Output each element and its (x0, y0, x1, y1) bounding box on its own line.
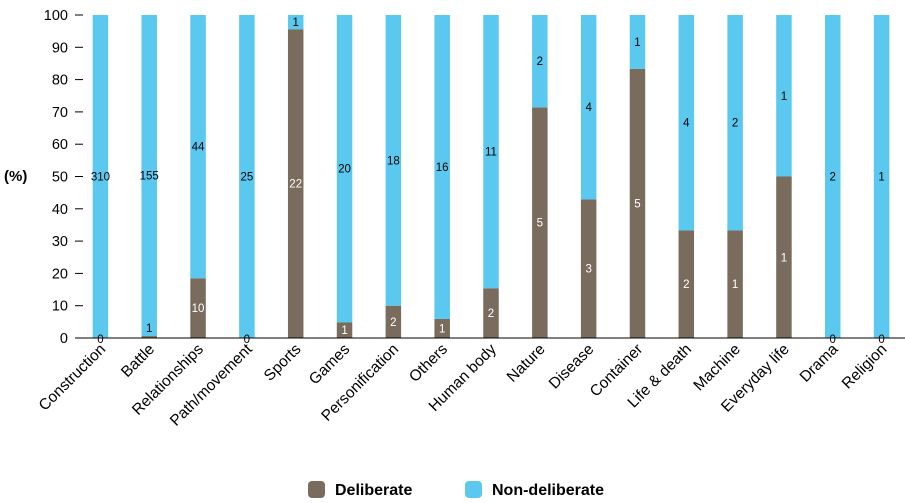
legend-label-deliberate: Deliberate (335, 482, 412, 499)
bar-non-deliberate-machine (727, 15, 743, 231)
value-label-deliberate-religion: 0 (878, 334, 884, 346)
value-label-non-deliberate-games: 20 (338, 164, 351, 176)
legend-label-non-deliberate: Non-deliberate (492, 482, 604, 499)
value-label-deliberate-path-movement: 0 (244, 334, 250, 346)
value-label-non-deliberate-life-and-death: 4 (683, 118, 690, 130)
bar-deliberate-personification (385, 305, 402, 338)
bar-deliberate-human-body (483, 288, 499, 338)
value-label-deliberate-drama: 0 (830, 334, 836, 346)
y-tick-label-10: 10 (52, 299, 68, 315)
value-label-non-deliberate-others: 16 (436, 162, 449, 174)
bar-non-deliberate-relationships (190, 15, 206, 279)
value-label-non-deliberate-relationships: 44 (192, 142, 205, 154)
bar-deliberate-games (336, 322, 353, 338)
x-tick-label-sports: Sports (261, 341, 305, 385)
bar-deliberate-container (629, 68, 646, 338)
value-label-deliberate-sports: 22 (289, 179, 302, 191)
bar-deliberate-life-and-death (678, 230, 695, 338)
value-label-deliberate-life-and-death: 2 (683, 279, 689, 291)
value-label-deliberate-nature: 5 (537, 218, 543, 230)
value-label-deliberate-games: 1 (341, 325, 347, 337)
bar-deliberate-nature (532, 107, 548, 339)
value-label-deliberate-battle: 1 (146, 323, 152, 335)
y-tick-label-60: 60 (52, 137, 68, 153)
value-labels: 0310115510440252211202181162115234512412… (91, 17, 885, 346)
y-tick-label-20: 20 (52, 266, 68, 282)
bar-non-deliberate-drama (825, 15, 841, 338)
y-tick-label-50: 50 (52, 170, 68, 186)
value-label-deliberate-human-body: 2 (488, 308, 494, 320)
value-label-deliberate-everyday-life: 1 (781, 252, 787, 264)
value-label-non-deliberate-disease: 4 (585, 102, 592, 114)
value-label-deliberate-disease: 3 (585, 264, 591, 276)
y-tick-label-100: 100 (44, 8, 68, 24)
y-axis-label: (%) (4, 168, 27, 185)
value-label-deliberate-relationships: 10 (192, 303, 205, 315)
bar-deliberate-everyday-life (776, 176, 792, 338)
x-tick-label-drama: Drama (797, 341, 842, 386)
y-tick-label-80: 80 (52, 73, 68, 89)
value-label-non-deliberate-personification: 18 (387, 155, 400, 167)
x-tick-label-games: Games (306, 341, 354, 389)
y-tick-label-70: 70 (52, 105, 68, 121)
value-label-non-deliberate-sports: 1 (293, 17, 299, 29)
bar-deliberate-battle (141, 336, 157, 338)
x-tick-label-nature: Nature (504, 341, 549, 386)
bar-non-deliberate-disease (580, 15, 597, 200)
value-label-non-deliberate-battle: 155 (140, 171, 159, 183)
value-label-deliberate-others: 1 (439, 323, 445, 335)
bars (92, 15, 890, 339)
bar-non-deliberate-games (336, 15, 353, 323)
bar-non-deliberate-sports (287, 15, 304, 30)
legend-swatch-non-deliberate (465, 481, 482, 498)
x-tick-label-others: Others (406, 341, 451, 386)
x-tick-label-path-movement: Path/movement (167, 340, 256, 429)
x-tick-label-battle: Battle (118, 341, 158, 381)
y-tick-label-0: 0 (60, 331, 68, 347)
bar-deliberate-disease (580, 199, 597, 338)
bar-non-deliberate-construction (92, 15, 109, 338)
bar-non-deliberate-religion (873, 15, 890, 338)
legend: Deliberate Non-deliberate (308, 481, 604, 499)
value-label-non-deliberate-drama: 2 (830, 172, 836, 184)
value-label-non-deliberate-container: 1 (634, 37, 640, 49)
x-tick-label-religion: Religion (839, 341, 891, 393)
value-label-deliberate-personification: 2 (390, 317, 396, 329)
value-label-deliberate-construction: 0 (97, 334, 103, 346)
value-label-non-deliberate-construction: 310 (91, 172, 110, 184)
y-tick-label-90: 90 (52, 40, 68, 56)
value-label-deliberate-container: 5 (634, 198, 640, 210)
bar-deliberate-sports (287, 29, 304, 338)
y-tick-label-40: 40 (52, 202, 68, 218)
bar-non-deliberate-everyday-life (776, 15, 792, 177)
bar-deliberate-machine (727, 230, 743, 338)
value-label-non-deliberate-everyday-life: 1 (781, 91, 787, 103)
bar-non-deliberate-personification (385, 15, 402, 306)
value-label-non-deliberate-human-body: 11 (485, 147, 497, 159)
bar-non-deliberate-others (434, 15, 450, 319)
value-label-non-deliberate-path-movement: 25 (240, 172, 253, 184)
value-label-non-deliberate-nature: 2 (537, 56, 543, 68)
value-label-deliberate-machine: 1 (732, 279, 738, 291)
y-axis-ticks: 0 10 20 30 40 50 60 70 80 90 100 (44, 8, 83, 347)
x-axis-category-labels: Construction BattleRelationshipsPath/move… (36, 340, 891, 429)
bar-non-deliberate-nature (532, 15, 548, 108)
bar-non-deliberate-life-and-death (678, 15, 695, 231)
value-label-non-deliberate-machine: 2 (732, 118, 738, 130)
bar-deliberate-others (434, 318, 450, 338)
bar-deliberate-relationships (190, 278, 206, 338)
bar-non-deliberate-container (629, 15, 646, 69)
x-tick-label-construction: Construction (36, 341, 110, 415)
value-label-non-deliberate-religion: 1 (878, 172, 884, 184)
bar-non-deliberate-path-movement (239, 15, 255, 338)
legend-swatch-deliberate (308, 481, 325, 498)
y-tick-label-30: 30 (52, 234, 68, 250)
bar-non-deliberate-human-body (483, 15, 499, 289)
bar-non-deliberate-battle (141, 15, 157, 337)
